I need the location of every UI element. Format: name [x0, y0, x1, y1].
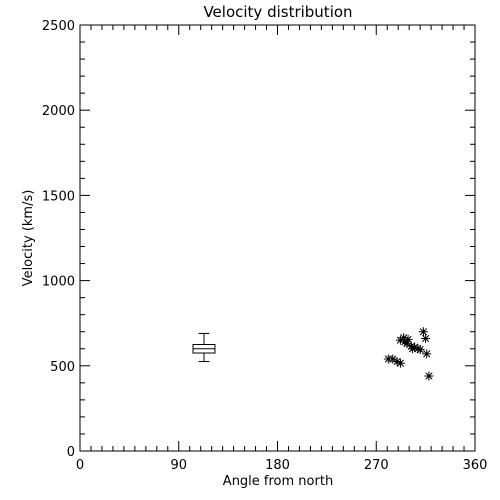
y-tick-label: 1000	[42, 275, 75, 290]
data-point	[418, 327, 428, 337]
boxplot	[192, 332, 216, 363]
y-tick-label: 0	[67, 445, 75, 460]
data-point	[395, 358, 405, 368]
y-tick-label: 2000	[42, 104, 75, 119]
x-tick-label: 90	[170, 458, 187, 473]
x-tick-label: 180	[265, 458, 290, 473]
y-axis-label: Velocity (km/s)	[21, 190, 36, 287]
plot-frame	[79, 24, 476, 452]
y-tick-label: 1500	[42, 189, 75, 204]
x-tick-label: 360	[463, 458, 488, 473]
chart-title: Velocity distribution	[203, 3, 352, 21]
data-point	[403, 334, 413, 344]
data-points	[383, 327, 434, 381]
data-point	[415, 345, 425, 355]
y-tick-labels: 0 500 1000 1500 2000 2500	[42, 19, 75, 460]
x-tick-label: 0	[76, 458, 84, 473]
data-point	[424, 371, 434, 381]
x-tick-label: 270	[364, 458, 389, 473]
y-tick-label: 500	[50, 360, 75, 375]
x-axis-label: Angle from north	[223, 474, 333, 489]
y-tick-label: 2500	[42, 19, 75, 34]
axis-ticks	[79, 24, 476, 452]
data-point	[421, 334, 431, 344]
data-point	[422, 349, 432, 359]
x-tick-labels: 0 90 180 270 360	[76, 458, 488, 473]
